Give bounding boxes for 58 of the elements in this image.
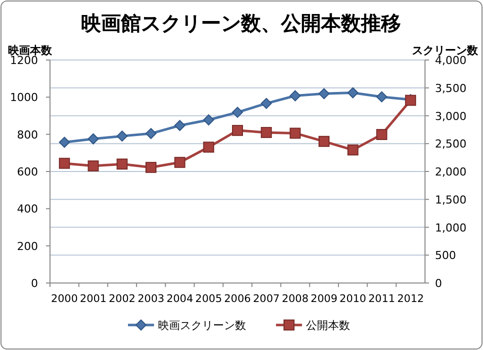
y-tick-label: 800 xyxy=(17,128,38,142)
y2-tick-label: 4,000 xyxy=(435,54,466,67)
x-tick-label: 2006 xyxy=(224,293,252,305)
y2-tick-label: 3,000 xyxy=(435,110,466,123)
y-tick-label: 200 xyxy=(17,240,38,253)
legend-label: 公開本数 xyxy=(306,319,350,332)
point xyxy=(203,142,214,153)
y2-tick-label: 1,000 xyxy=(435,221,466,234)
x-tick-label: 2005 xyxy=(195,293,222,305)
point xyxy=(290,128,301,139)
point xyxy=(290,90,301,102)
point xyxy=(347,144,358,156)
x-tick-label: 2002 xyxy=(108,293,136,305)
point xyxy=(145,162,156,173)
y-axis-title: 映画本数 xyxy=(8,44,53,57)
legend-label: 映画スクリーン数 xyxy=(158,319,246,332)
point xyxy=(347,87,358,98)
point xyxy=(260,126,272,138)
x-tick-label: 2011 xyxy=(368,293,396,305)
y2-axis-title: スクリーン数 xyxy=(412,44,479,57)
point xyxy=(318,88,330,100)
x-tick-label: 2007 xyxy=(252,293,280,305)
x-tick-label: 2004 xyxy=(166,293,194,305)
point xyxy=(260,98,272,109)
point xyxy=(318,136,330,147)
chart-title: 映画館スクリーン数、公開本数推移 xyxy=(81,11,401,35)
point xyxy=(376,91,388,102)
x-tick-label: 2008 xyxy=(282,293,309,305)
y-tick-label: 0 xyxy=(31,277,38,290)
x-tick-label: 2000 xyxy=(51,293,78,305)
y2-tick-label: 3,500 xyxy=(435,82,466,95)
point xyxy=(145,128,156,140)
point xyxy=(88,133,99,144)
x-tick-label: 2009 xyxy=(310,293,338,305)
point xyxy=(58,136,70,148)
point xyxy=(116,158,128,170)
x-tick-label: 2010 xyxy=(340,293,366,305)
point xyxy=(58,158,70,169)
x-tick-label: 2012 xyxy=(397,293,424,305)
x-tick-label: 2003 xyxy=(138,293,164,305)
point xyxy=(376,129,388,140)
y2-tick-label: 0 xyxy=(435,277,442,290)
y-tick-label: 1000 xyxy=(10,91,38,104)
point xyxy=(88,160,99,172)
point xyxy=(174,156,186,168)
point xyxy=(116,130,128,142)
x-tick-label: 2001 xyxy=(80,293,107,305)
y2-tick-label: 1,500 xyxy=(435,193,466,206)
point xyxy=(203,114,214,126)
y2-tick-label: 500 xyxy=(435,249,456,262)
y-tick-label: 1200 xyxy=(10,54,38,67)
y2-tick-label: 2,000 xyxy=(435,166,466,178)
y2-tick-label: 2,500 xyxy=(435,138,466,151)
y-tick-label: 400 xyxy=(17,202,38,216)
point xyxy=(174,120,186,132)
point xyxy=(232,124,243,136)
y-tick-label: 600 xyxy=(17,166,38,178)
point xyxy=(232,106,243,118)
